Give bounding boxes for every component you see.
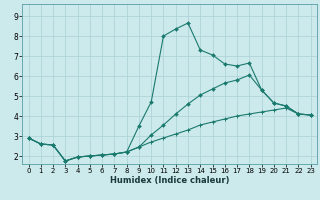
X-axis label: Humidex (Indice chaleur): Humidex (Indice chaleur) bbox=[110, 176, 229, 185]
